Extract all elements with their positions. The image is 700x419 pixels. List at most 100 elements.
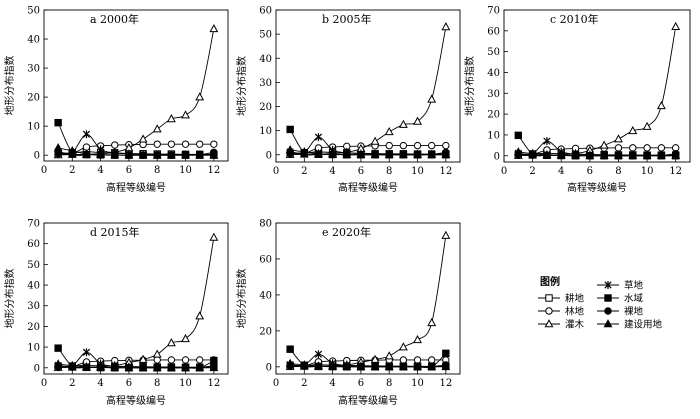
data-point bbox=[356, 361, 366, 371]
series-line-3 bbox=[58, 28, 215, 156]
x-tick-label: 6 bbox=[358, 166, 364, 177]
data-point bbox=[427, 361, 437, 371]
data-point-shape bbox=[195, 362, 205, 372]
data-point bbox=[543, 137, 551, 146]
data-point-shape bbox=[285, 145, 295, 154]
data-point bbox=[513, 147, 523, 156]
x-tick-label: 0 bbox=[273, 166, 279, 177]
data-point bbox=[628, 125, 638, 135]
data-point-shape bbox=[181, 333, 190, 343]
data-point bbox=[124, 150, 134, 159]
data-point-shape bbox=[314, 361, 323, 370]
data-point bbox=[599, 150, 609, 160]
x-tick-label: 2 bbox=[69, 165, 75, 176]
x-tick-label: 4 bbox=[558, 166, 564, 177]
data-point-shape bbox=[413, 149, 422, 159]
data-point-shape bbox=[195, 356, 204, 364]
data-point-shape bbox=[210, 140, 218, 148]
legend-marker bbox=[545, 294, 553, 302]
y-tick-label: 20 bbox=[259, 102, 272, 113]
data-point-shape bbox=[614, 134, 623, 143]
y-tick-label: 40 bbox=[27, 35, 40, 46]
y-axis-label: 地形分布指数 bbox=[235, 269, 248, 329]
legend-entry: 裸地 bbox=[597, 306, 644, 318]
data-point-shape bbox=[556, 150, 566, 159]
x-tick-label: 2 bbox=[529, 166, 535, 177]
data-point bbox=[571, 150, 580, 159]
data-point bbox=[370, 136, 380, 145]
panel-title: d 2015年 bbox=[90, 225, 140, 239]
data-point bbox=[152, 124, 162, 133]
data-point-shape bbox=[643, 144, 651, 152]
data-point bbox=[556, 150, 566, 159]
data-point bbox=[413, 141, 422, 150]
data-point bbox=[54, 118, 62, 127]
panel-title: e 2020年 bbox=[322, 225, 371, 239]
plot-frame bbox=[43, 222, 229, 375]
data-point-shape bbox=[342, 149, 352, 158]
data-point-shape bbox=[398, 149, 408, 159]
x-tick-label: 10 bbox=[641, 166, 654, 177]
data-point-shape bbox=[138, 150, 148, 159]
y-tick-label: 20 bbox=[259, 326, 272, 337]
data-point-shape bbox=[642, 150, 652, 160]
data-point-shape bbox=[53, 359, 63, 368]
data-point bbox=[442, 349, 450, 358]
x-tick-label: 10 bbox=[411, 166, 424, 177]
data-point-shape bbox=[181, 140, 190, 148]
data-point-shape bbox=[441, 149, 451, 159]
data-point bbox=[599, 140, 609, 149]
data-point-shape bbox=[413, 141, 422, 150]
data-point-shape bbox=[328, 361, 338, 370]
data-point bbox=[111, 141, 119, 149]
data-point bbox=[181, 333, 190, 343]
data-point bbox=[209, 24, 219, 33]
x-tick-label: 4 bbox=[97, 165, 103, 176]
data-point bbox=[384, 361, 394, 371]
legend-marker-shape bbox=[545, 294, 553, 302]
data-point-shape bbox=[314, 133, 323, 142]
data-point-shape bbox=[513, 147, 523, 156]
data-point-shape bbox=[67, 145, 77, 155]
data-point-shape bbox=[399, 141, 408, 150]
data-point-shape bbox=[111, 141, 119, 149]
data-point-shape bbox=[166, 338, 176, 347]
data-point-shape bbox=[152, 362, 162, 372]
data-point bbox=[328, 149, 338, 158]
data-point-shape bbox=[671, 21, 681, 30]
data-point-shape bbox=[614, 150, 623, 160]
data-point-shape bbox=[384, 361, 394, 371]
data-point bbox=[441, 230, 451, 239]
data-point-shape bbox=[427, 361, 437, 371]
x-axis-label: 高程等级编号 bbox=[106, 394, 166, 407]
legend-label: 草地 bbox=[624, 280, 644, 292]
data-point-shape bbox=[614, 144, 623, 152]
data-point bbox=[356, 149, 366, 159]
data-point-shape bbox=[413, 116, 422, 125]
data-point-shape bbox=[398, 119, 408, 128]
data-point bbox=[427, 149, 437, 159]
x-tick-label: 6 bbox=[126, 378, 132, 389]
data-point bbox=[441, 361, 451, 371]
x-tick-label: 10 bbox=[179, 378, 192, 389]
data-point bbox=[642, 150, 652, 160]
data-point-shape bbox=[342, 361, 352, 370]
data-point bbox=[314, 148, 323, 158]
y-tick-label: 0 bbox=[266, 150, 272, 161]
panel-title: b 2005年 bbox=[322, 12, 372, 26]
data-point bbox=[166, 150, 176, 159]
data-point-shape bbox=[286, 125, 294, 134]
y-tick-label: 60 bbox=[259, 254, 272, 265]
data-point-shape bbox=[384, 351, 394, 360]
x-axis-label: 高程等级编号 bbox=[338, 394, 398, 407]
data-point bbox=[286, 125, 294, 134]
data-point bbox=[152, 150, 162, 159]
data-point-shape bbox=[166, 150, 176, 159]
y-tick-label: 30 bbox=[27, 64, 40, 75]
x-tick-label: 6 bbox=[126, 165, 132, 176]
data-point bbox=[399, 141, 408, 150]
x-tick-label: 0 bbox=[273, 378, 279, 389]
data-point-shape bbox=[571, 150, 580, 159]
data-point-shape bbox=[328, 149, 338, 158]
